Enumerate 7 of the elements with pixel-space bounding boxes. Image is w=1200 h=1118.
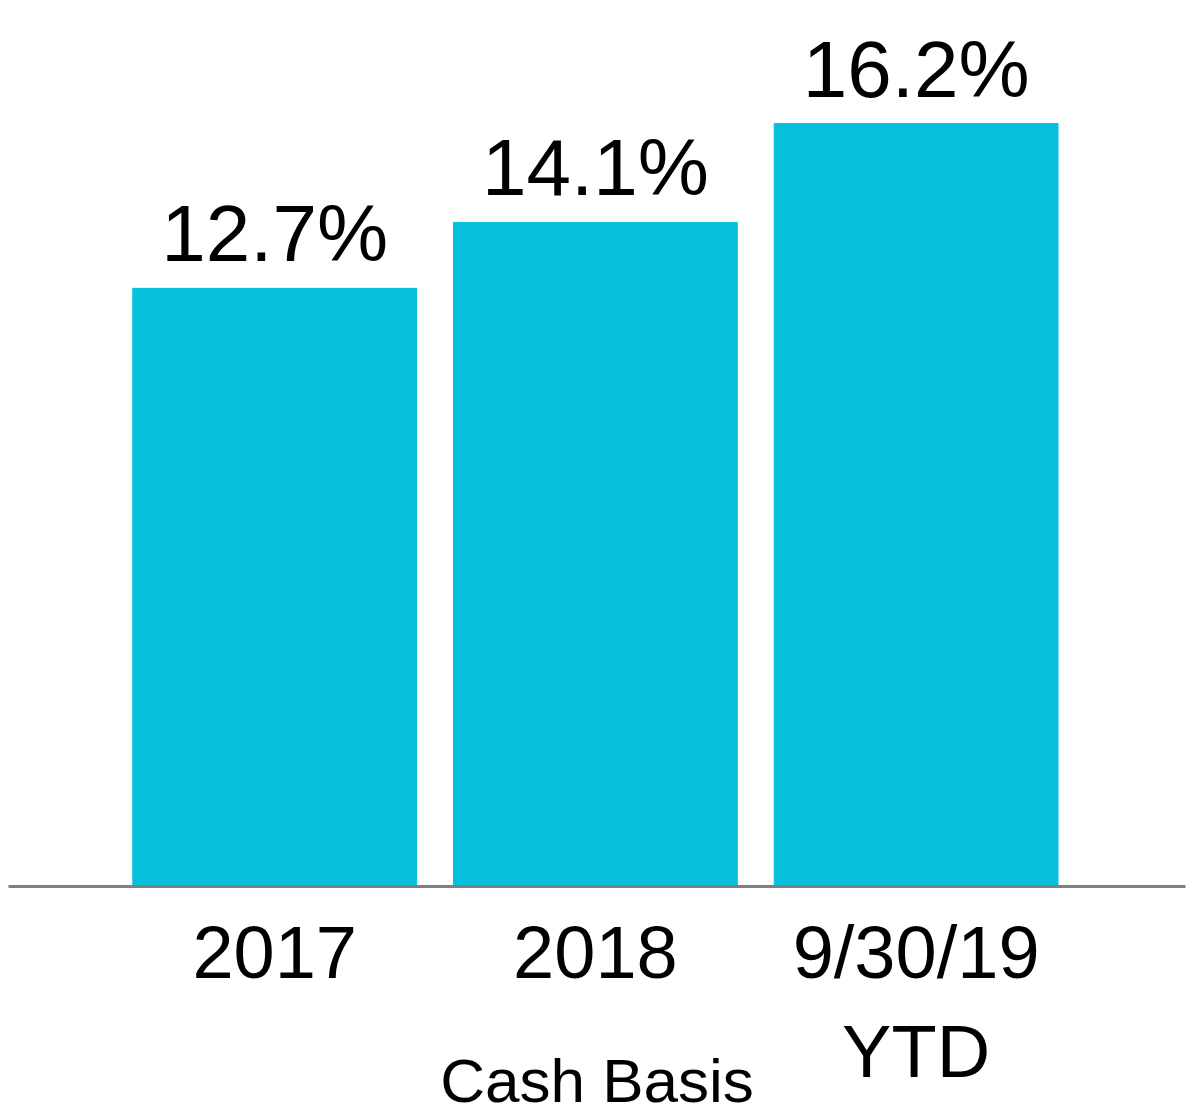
data-label: 12.7% [161, 189, 389, 279]
data-label: 14.1% [481, 123, 709, 213]
x-tick-label: 9/30/19 YTD [792, 910, 1040, 1094]
data-label: 16.2% [802, 24, 1030, 114]
x-tick-label: 2017 [192, 910, 357, 994]
x-axis-title: Cash Basis [440, 1046, 754, 1116]
x-tick-label: 2018 [513, 910, 678, 994]
